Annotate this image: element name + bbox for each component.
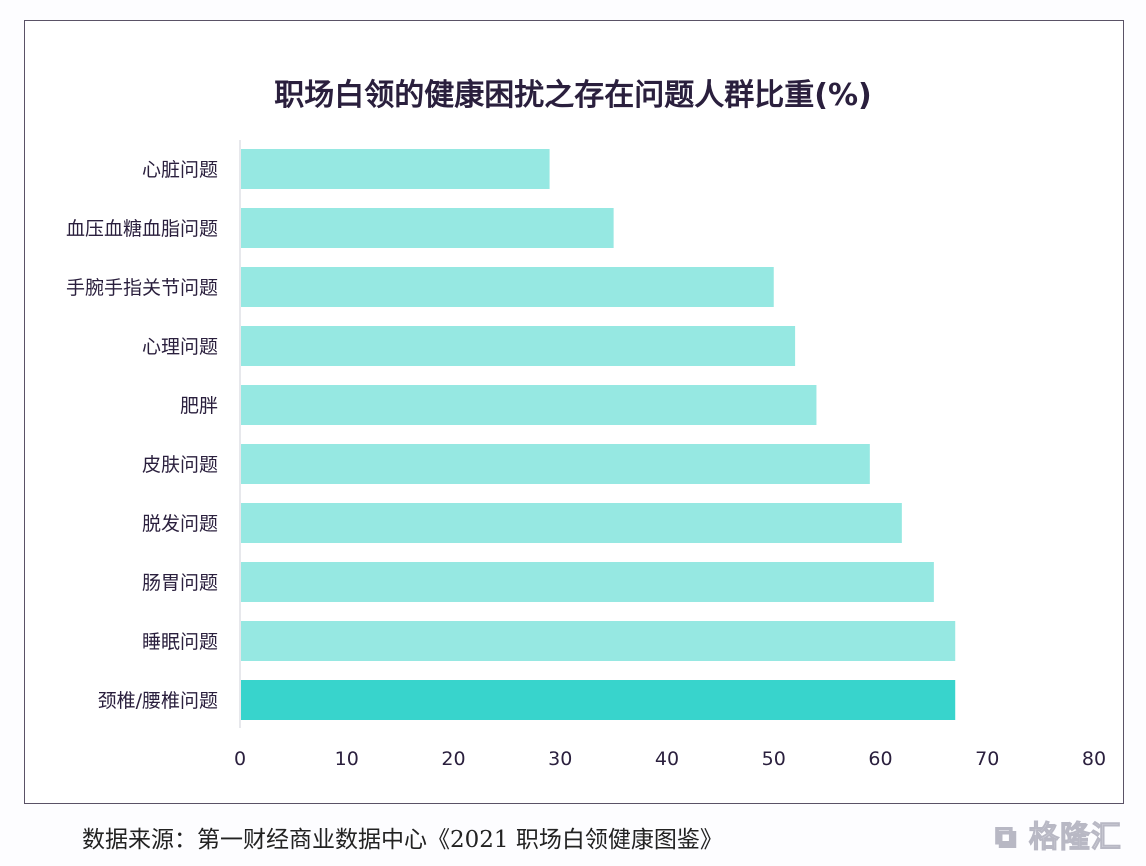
watermark-logo: ⧉ 格隆汇 [995,820,1122,856]
bar-10 [241,680,956,720]
category-label: 手腕手指关节问题 [66,277,218,299]
x-tick-label: 20 [441,748,465,770]
category-label: 颈椎/腰椎问题 [98,690,218,712]
category-label: 肥胖 [180,395,218,417]
x-tick-label: 80 [1082,748,1106,770]
x-tick-label: 10 [335,748,359,770]
bar-8 [241,562,934,602]
category-label: 皮肤问题 [142,454,218,476]
x-tick-label: 70 [975,748,999,770]
bar-4 [241,326,796,366]
x-tick-label: 40 [655,748,679,770]
category-label: 心理问题 [142,336,218,358]
source-note: 数据来源：第一财经商业数据中心《2021 职场白领健康图鉴》 [82,827,723,853]
bar-3 [241,267,774,307]
category-label: 血压血糖血脂问题 [66,218,218,240]
bar-7 [241,503,902,543]
bar-2 [241,208,614,248]
bar-1 [241,149,550,189]
category-label: 睡眠问题 [142,631,218,653]
category-label: 脱发问题 [142,513,218,535]
x-tick-label: 0 [234,748,246,770]
category-label: 肠胃问题 [142,572,218,594]
category-label: 心脏问题 [142,159,218,181]
x-tick-label: 50 [762,748,786,770]
bar-5 [241,385,817,425]
bar-6 [241,444,870,484]
x-tick-label: 30 [548,748,572,770]
x-tick-label: 60 [868,748,892,770]
bar-9 [241,621,956,661]
chart-title: 职场白领的健康困扰之存在问题人群比重(%) [274,78,872,113]
